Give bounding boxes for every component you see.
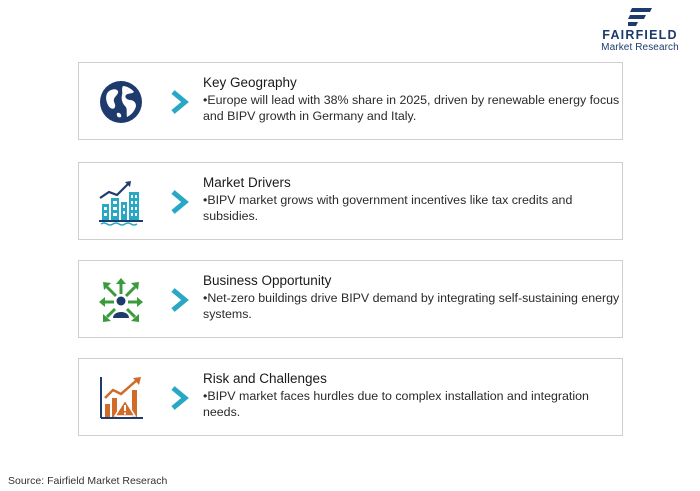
risk-warning-icon: [100, 377, 143, 419]
source-note: Source: Fairfield Market Reserach: [8, 475, 168, 487]
brand-logo: FAIRFIELD Market Research: [590, 8, 690, 53]
card-business-opportunity: Business Opportunity •Net-zero buildings…: [78, 260, 623, 338]
card-market-drivers: Market Drivers •BIPV market grows with g…: [78, 162, 623, 240]
card-body: •BIPV market faces hurdles due to comple…: [203, 389, 589, 419]
opportunity-arrows-icon: [99, 278, 143, 322]
card-risk-and-challenges: Risk and Challenges •BIPV market faces h…: [78, 358, 623, 436]
card-title: Risk and Challenges: [203, 371, 327, 386]
chevron-right-icon: [171, 90, 189, 114]
chevron-right-icon: [171, 288, 189, 312]
globe-icon: [100, 81, 142, 123]
card-body: •Net-zero buildings drive BIPV demand by…: [203, 291, 620, 321]
card-title: Market Drivers: [203, 175, 291, 190]
chevron-right-icon: [171, 190, 189, 214]
card-title: Key Geography: [203, 75, 297, 90]
brand-name: FAIRFIELD: [602, 28, 678, 42]
chevron-right-icon: [171, 386, 189, 410]
city-growth-icon: [99, 181, 143, 226]
card-key-geography: Key Geography •Europe will lead with 38%…: [78, 62, 623, 140]
card-body: •BIPV market grows with government incen…: [203, 193, 573, 223]
card-title: Business Opportunity: [203, 273, 332, 288]
card-body: •Europe will lead with 38% share in 2025…: [203, 93, 620, 123]
brand-subtitle: Market Research: [601, 42, 679, 53]
fairfield-logo-icon: [628, 8, 652, 26]
